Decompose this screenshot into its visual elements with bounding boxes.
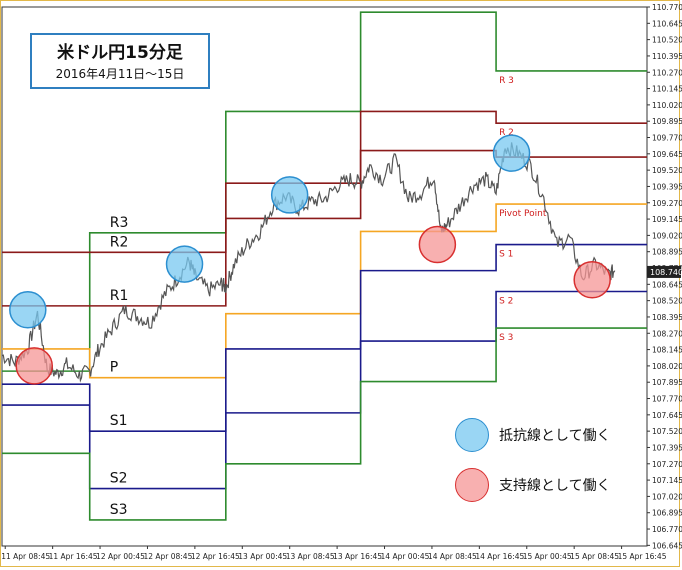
- y-tick-label: 109.270: [652, 199, 682, 208]
- current-price-tag: [647, 265, 681, 278]
- x-tick-label: 11 Apr 16:45: [49, 552, 98, 561]
- y-tick-label: 108.270: [652, 329, 682, 338]
- y-tick-label: 108.520: [652, 297, 682, 306]
- y-tick-label: 107.270: [652, 460, 682, 469]
- level-label-right-r3: R 3: [499, 76, 514, 86]
- resistance-circle-icon: [455, 418, 489, 452]
- pivot-line-r1: [2, 149, 647, 307]
- legend-support: 支持線として働く: [455, 465, 611, 505]
- y-tick-label: 108.145: [652, 346, 682, 355]
- y-tick-label: 106.895: [652, 509, 682, 518]
- y-tick-label: 107.895: [652, 378, 682, 387]
- level-label-s2: S2: [110, 471, 128, 487]
- price-line: [1, 142, 616, 383]
- y-tick-label: 110.020: [652, 101, 682, 110]
- chart-title: 米ドル円15分足: [57, 43, 183, 63]
- y-tick-label: 107.520: [652, 427, 682, 436]
- level-label-s3: S3: [110, 502, 128, 518]
- y-tick-label: 107.770: [652, 395, 682, 404]
- y-tick-label: 108.645: [652, 280, 682, 289]
- x-tick-label: 13 Apr 00:45: [238, 552, 287, 561]
- legend-support-label: 支持線として働く: [499, 478, 611, 494]
- x-tick-label: 15 Apr 08:45: [570, 552, 619, 561]
- pivot-line-r2: [2, 110, 647, 254]
- current-price-label: 108.740: [650, 268, 682, 277]
- y-tick-label: 107.645: [652, 411, 682, 420]
- level-label-right-s2: S 2: [499, 297, 513, 307]
- x-tick-label: 12 Apr 08:45: [143, 552, 192, 561]
- support-marker: [15, 347, 53, 385]
- y-tick-label: 108.895: [652, 248, 682, 257]
- y-tick-label: 109.645: [652, 150, 682, 159]
- pivot-line-s1: [2, 243, 647, 432]
- support-circle-icon: [455, 468, 489, 502]
- level-label-p: P: [110, 360, 118, 376]
- support-marker: [573, 261, 611, 299]
- level-label-s1: S1: [110, 413, 128, 429]
- y-tick-label: 109.770: [652, 134, 682, 143]
- x-tick-label: 12 Apr 16:45: [191, 552, 240, 561]
- level-label-right-p: Pivot Point: [499, 209, 547, 219]
- y-tick-label: 110.770: [652, 3, 682, 12]
- level-label-right-s1: S 1: [499, 250, 513, 260]
- level-label-r3: R3: [110, 215, 129, 231]
- pivot-line-s3: [2, 327, 647, 521]
- y-tick-label: 108.395: [652, 313, 682, 322]
- x-tick-label: 14 Apr 08:45: [428, 552, 477, 561]
- y-tick-label: 106.770: [652, 525, 682, 534]
- legend-resistance: 抵抗線として働く: [455, 415, 611, 455]
- y-tick-label: 106.645: [652, 541, 682, 550]
- chart-subtitle: 2016年4月11日～15日: [55, 67, 185, 81]
- y-tick-label: 110.395: [652, 52, 682, 61]
- resistance-marker: [492, 134, 531, 172]
- level-label-right-s3: S 3: [499, 333, 513, 343]
- y-tick-label: 109.395: [652, 182, 682, 191]
- y-tick-label: 110.270: [652, 68, 682, 77]
- title-box: 米ドル円15分足 2016年4月11日～15日: [30, 33, 210, 89]
- legend-resistance-label: 抵抗線として働く: [499, 428, 611, 444]
- y-tick-label: 108.020: [652, 362, 682, 371]
- level-label-r1: R1: [110, 288, 129, 304]
- y-tick-label: 110.145: [652, 85, 682, 94]
- resistance-marker: [9, 291, 47, 329]
- resistance-marker: [270, 176, 309, 214]
- x-tick-label: 13 Apr 08:45: [286, 552, 335, 561]
- support-marker: [418, 225, 457, 264]
- resistance-marker: [165, 245, 204, 283]
- x-tick-label: 12 Apr 00:45: [96, 552, 145, 561]
- y-tick-label: 109.020: [652, 231, 682, 240]
- x-tick-label: 14 Apr 00:45: [381, 552, 430, 561]
- y-tick-label: 109.895: [652, 117, 682, 126]
- y-tick-label: 107.395: [652, 443, 682, 452]
- level-label-right-r2: R 2: [499, 128, 514, 138]
- level-label-r2: R2: [110, 234, 129, 250]
- x-tick-label: 11 Apr 08:45: [1, 552, 50, 561]
- y-tick-label: 109.520: [652, 166, 682, 175]
- x-tick-label: 14 Apr 16:45: [475, 552, 524, 561]
- y-tick-label: 110.520: [652, 36, 682, 45]
- x-tick-label: 15 Apr 16:45: [618, 552, 667, 561]
- y-tick-label: 110.645: [652, 19, 682, 28]
- y-tick-label: 107.020: [652, 492, 682, 501]
- x-tick-label: 15 Apr 00:45: [523, 552, 572, 561]
- pivot-line-s2: [2, 290, 647, 490]
- x-tick-label: 13 Apr 16:45: [333, 552, 382, 561]
- y-tick-label: 107.145: [652, 476, 682, 485]
- y-tick-label: 109.145: [652, 215, 682, 224]
